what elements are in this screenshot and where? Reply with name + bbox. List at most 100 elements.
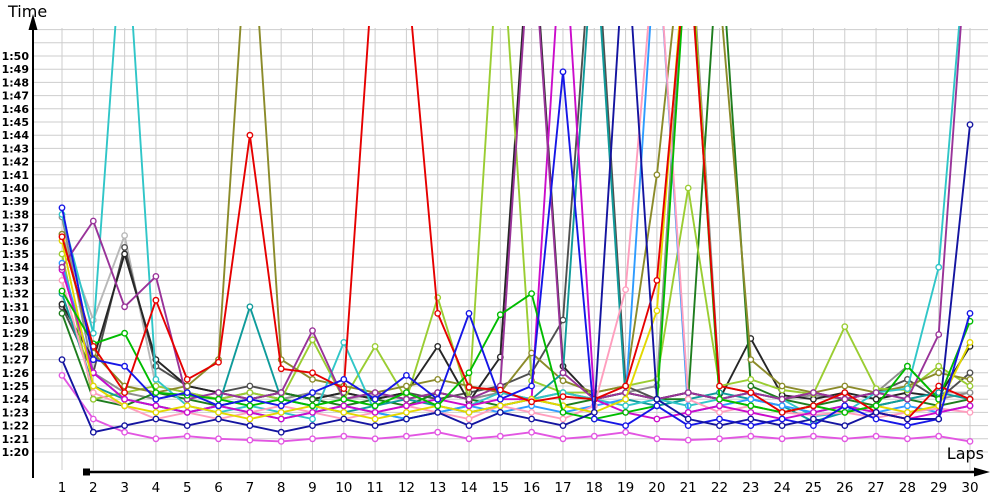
data-point-violet[interactable] (121, 428, 129, 436)
data-point-red[interactable] (465, 383, 473, 391)
data-point-olive[interactable] (747, 356, 755, 363)
data-point-green[interactable] (559, 408, 567, 416)
data-point-violet[interactable] (872, 432, 880, 440)
data-point-red[interactable] (653, 276, 661, 284)
series-line-green[interactable] (61, 0, 971, 420)
data-point-magenta[interactable] (309, 408, 316, 416)
data-point-purple[interactable] (810, 389, 817, 396)
data-point-purple[interactable] (402, 395, 410, 403)
data-point-blue[interactable] (277, 402, 285, 410)
data-point-pink[interactable] (89, 389, 97, 396)
data-point-blue[interactable] (810, 422, 817, 429)
series-line-yellow[interactable] (61, 0, 971, 420)
data-point-pink[interactable] (966, 408, 974, 416)
data-point-olive[interactable] (402, 382, 410, 390)
data-point-violet[interactable] (747, 432, 755, 440)
data-point-silver[interactable] (121, 232, 129, 239)
data-point-cyan[interactable] (152, 375, 160, 383)
data-point-light-blue[interactable] (778, 402, 786, 410)
data-point-violet[interactable] (340, 432, 348, 440)
data-point-blue[interactable] (684, 422, 692, 429)
data-point-pink[interactable] (622, 286, 629, 293)
data-point-blue[interactable] (58, 204, 66, 212)
data-point-black[interactable] (58, 300, 66, 308)
data-point-green[interactable] (528, 290, 535, 297)
data-point-purple[interactable] (872, 389, 880, 396)
series-line-light-green[interactable] (61, 0, 971, 401)
data-point-purple[interactable] (778, 395, 786, 403)
data-point-red[interactable] (935, 382, 943, 390)
data-point-green[interactable] (402, 389, 410, 396)
data-point-light-green[interactable] (89, 395, 97, 403)
data-point-red[interactable] (246, 131, 254, 139)
data-point-purple[interactable] (309, 327, 316, 334)
data-point-dark-gray[interactable] (246, 382, 254, 390)
series-line-olive[interactable] (61, 0, 971, 394)
data-point-navy[interactable] (465, 422, 473, 429)
data-point-olive[interactable] (528, 349, 535, 357)
data-point-pink[interactable] (559, 415, 567, 423)
data-point-green[interactable] (246, 402, 254, 410)
data-point-red[interactable] (966, 395, 974, 403)
data-point-violet[interactable] (371, 435, 379, 443)
data-point-blue[interactable] (121, 362, 129, 370)
data-point-magenta[interactable] (277, 415, 285, 423)
data-point-purple[interactable] (152, 272, 160, 280)
data-point-navy[interactable] (872, 408, 880, 416)
data-point-olive[interactable] (653, 171, 661, 179)
data-point-pink[interactable] (684, 395, 692, 403)
data-point-olive[interactable] (966, 375, 974, 383)
data-point-yellow[interactable] (215, 408, 222, 416)
data-point-red[interactable] (559, 393, 567, 400)
data-point-red[interactable] (841, 389, 849, 396)
data-point-purple[interactable] (121, 303, 129, 311)
data-point-black[interactable] (810, 395, 817, 403)
data-point-red[interactable] (121, 389, 129, 396)
data-point-violet[interactable] (684, 436, 692, 444)
data-point-red[interactable] (183, 375, 191, 383)
data-point-purple[interactable] (89, 217, 97, 225)
data-point-violet[interactable] (183, 432, 191, 440)
data-point-light-green[interactable] (841, 323, 849, 330)
data-point-red[interactable] (58, 233, 66, 241)
data-point-pink[interactable] (716, 408, 723, 416)
data-point-blue[interactable] (904, 422, 911, 429)
data-point-light-green[interactable] (935, 362, 943, 370)
data-point-yellow[interactable] (183, 402, 191, 410)
series-line-purple[interactable] (61, 0, 970, 401)
data-point-yellow[interactable] (653, 307, 661, 315)
data-point-blue[interactable] (778, 415, 786, 423)
data-point-navy[interactable] (121, 422, 129, 429)
data-point-violet[interactable] (716, 435, 723, 443)
series-line-magenta[interactable] (61, 0, 971, 420)
data-point-violet[interactable] (152, 435, 160, 443)
data-point-navy[interactable] (183, 422, 191, 429)
data-point-olive[interactable] (778, 382, 786, 390)
data-point-blue[interactable] (340, 375, 348, 383)
data-point-navy[interactable] (434, 408, 442, 416)
data-point-blue[interactable] (371, 395, 379, 403)
data-point-blue[interactable] (559, 68, 567, 76)
data-point-blue[interactable] (528, 382, 535, 390)
data-point-black[interactable] (434, 342, 442, 350)
data-point-green[interactable] (841, 408, 849, 416)
series-line-silver[interactable] (61, 233, 971, 401)
data-point-purple[interactable] (559, 369, 567, 377)
data-point-red[interactable] (340, 385, 348, 392)
data-point-navy[interactable] (590, 408, 598, 416)
data-point-green[interactable] (872, 402, 880, 410)
data-point-blue[interactable] (215, 402, 222, 410)
data-point-magenta[interactable] (246, 408, 254, 416)
data-point-green[interactable] (716, 395, 723, 403)
data-point-green[interactable] (215, 395, 222, 403)
data-point-violet[interactable] (215, 435, 222, 443)
data-point-cyan[interactable] (309, 415, 316, 423)
data-point-violet[interactable] (622, 428, 629, 436)
data-point-violet[interactable] (778, 435, 786, 443)
data-point-light-green[interactable] (684, 184, 692, 192)
data-point-magenta[interactable] (152, 402, 160, 410)
data-point-teal[interactable] (246, 303, 254, 311)
data-point-dark-gray[interactable] (559, 316, 567, 324)
data-point-blue[interactable] (841, 402, 849, 410)
data-point-navy[interactable] (496, 408, 504, 416)
